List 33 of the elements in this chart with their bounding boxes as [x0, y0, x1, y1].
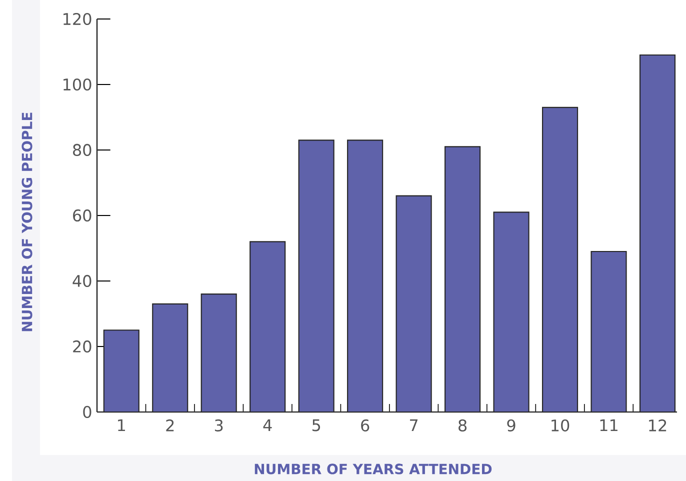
x-tick-label: 9: [507, 419, 516, 432]
bar: [639, 54, 676, 412]
x-tick-label: 2: [166, 419, 174, 432]
bar: [590, 250, 627, 412]
bar: [298, 140, 334, 412]
y-tick-label: 0: [83, 406, 92, 418]
bar: [103, 330, 140, 412]
bar: [396, 195, 432, 412]
y-tick-label: 120: [64, 12, 92, 26]
y-tick-label: 80: [73, 144, 92, 156]
bar: [347, 140, 384, 412]
x-tick-label: 3: [214, 419, 223, 432]
bar: [152, 303, 188, 412]
y-axis-title: NUMBER OF YOUNG PEOPLE: [22, 112, 32, 332]
x-tick-label: 12: [649, 419, 666, 432]
y-tick-label: 20: [73, 340, 92, 353]
x-tick-label: 10: [552, 419, 570, 432]
x-tick-label: 4: [263, 419, 272, 432]
x-tick-label: 11: [600, 419, 618, 432]
x-tick-label: 5: [312, 419, 320, 432]
y-tick-label: 100: [64, 78, 92, 91]
bar: [200, 294, 237, 412]
x-tick-label: 6: [361, 419, 370, 432]
y-tick-label: 40: [72, 274, 92, 288]
x-tick-label: 1: [118, 419, 125, 432]
x-axis-title: NUMBER OF YEARS ATTENDED: [254, 464, 492, 474]
bar: [493, 212, 530, 412]
y-tick-label: 60: [73, 209, 92, 222]
x-tick-label: 8: [458, 419, 467, 432]
bar: [250, 241, 286, 412]
bar: [542, 106, 578, 412]
x-tick-label: 7: [410, 419, 418, 432]
bar: [444, 146, 481, 412]
